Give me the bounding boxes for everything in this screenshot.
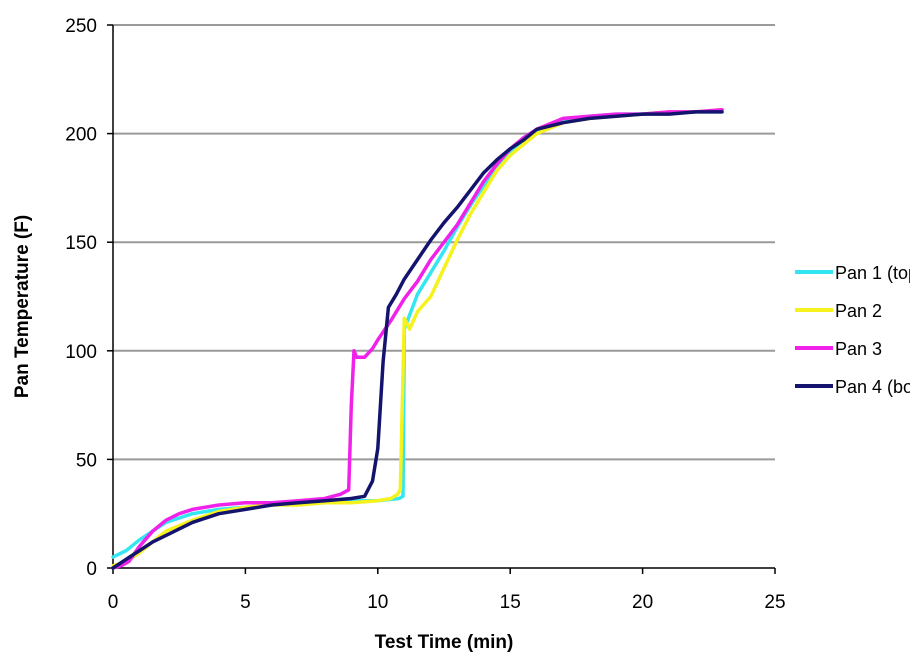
y-axis-title: Pan Temperature (F): [12, 215, 33, 398]
y-tick-label: 250: [65, 16, 97, 37]
axes: [112, 25, 775, 569]
y-tick-labels: 0 50 100 150 200 250: [65, 16, 113, 580]
y-tick-label: 50: [76, 450, 97, 471]
legend: Pan 1 (top) Pan 2 Pan 3 Pan 4 (bottom): [795, 263, 910, 397]
y-tick-label: 0: [86, 559, 97, 580]
x-tick-label: 20: [632, 592, 653, 613]
x-tick-label: 10: [367, 592, 388, 613]
x-tick-label: 25: [764, 592, 785, 613]
legend-label-1: Pan 1 (top): [835, 263, 910, 283]
y-tick-label: 200: [65, 125, 97, 146]
legend-label-4: Pan 4 (bottom): [835, 377, 910, 397]
x-tick-label: 15: [500, 592, 521, 613]
y-tick-label: 100: [65, 342, 97, 363]
series-line-1: [111, 110, 724, 559]
x-tick-labels: 0 5 10 15 20 25: [108, 568, 786, 613]
x-tick-label: 5: [240, 592, 251, 613]
legend-label-2: Pan 2: [835, 301, 882, 321]
series-line-3: [111, 107, 724, 570]
series-line-4: [111, 110, 724, 570]
x-axis-title: Test Time (min): [375, 632, 514, 653]
x-tick-label: 0: [108, 592, 119, 613]
series-lines: [111, 107, 724, 570]
legend-label-3: Pan 3: [835, 339, 882, 359]
y-tick-label: 150: [65, 233, 97, 254]
series-line-2: [111, 107, 724, 568]
